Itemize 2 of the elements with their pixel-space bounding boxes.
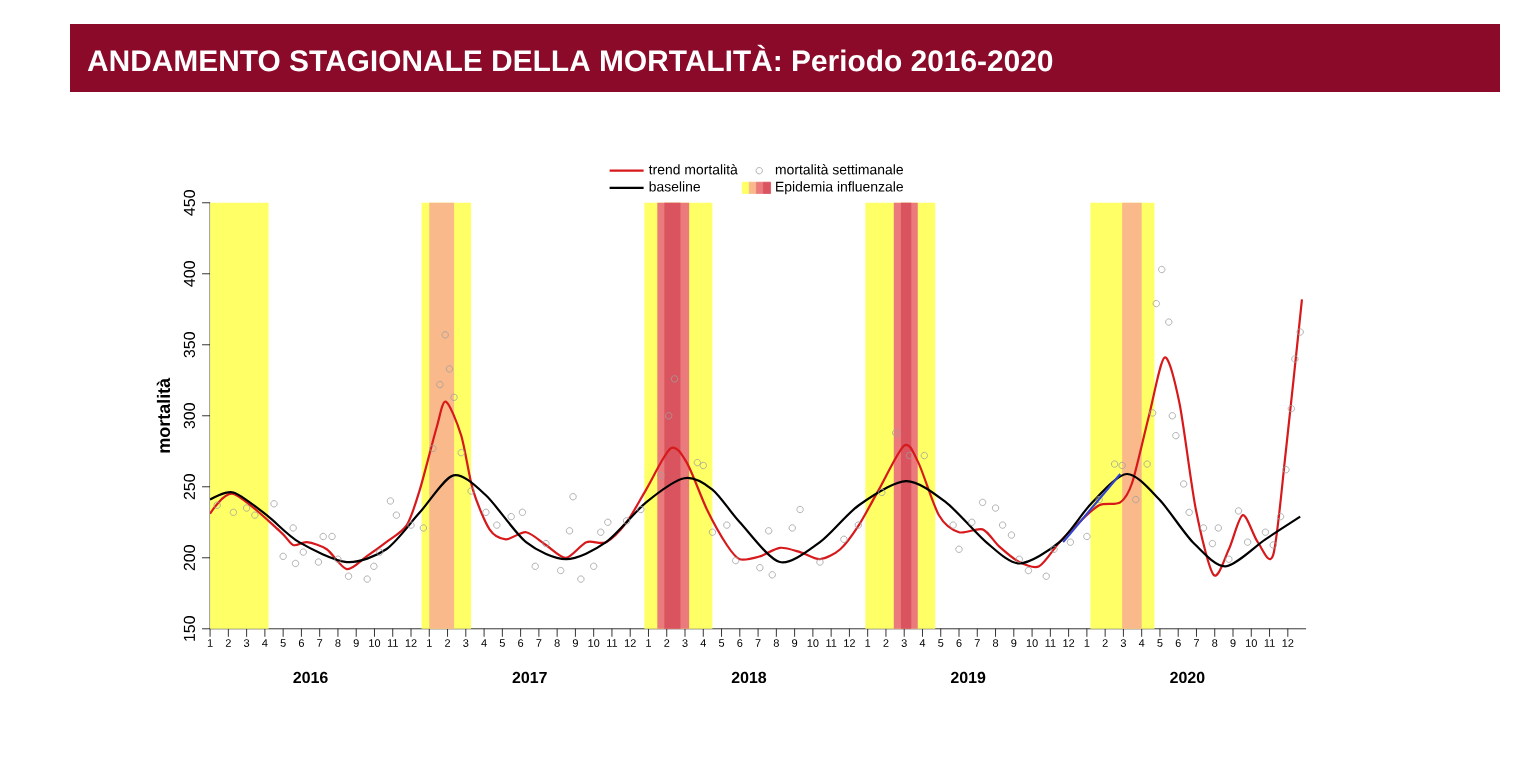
chart-title: ANDAMENTO STAGIONALE DELLA MORTALITÀ: Periodo 2016-2020 [87, 44, 1053, 72]
y-axis-title: mortalità [156, 377, 171, 453]
